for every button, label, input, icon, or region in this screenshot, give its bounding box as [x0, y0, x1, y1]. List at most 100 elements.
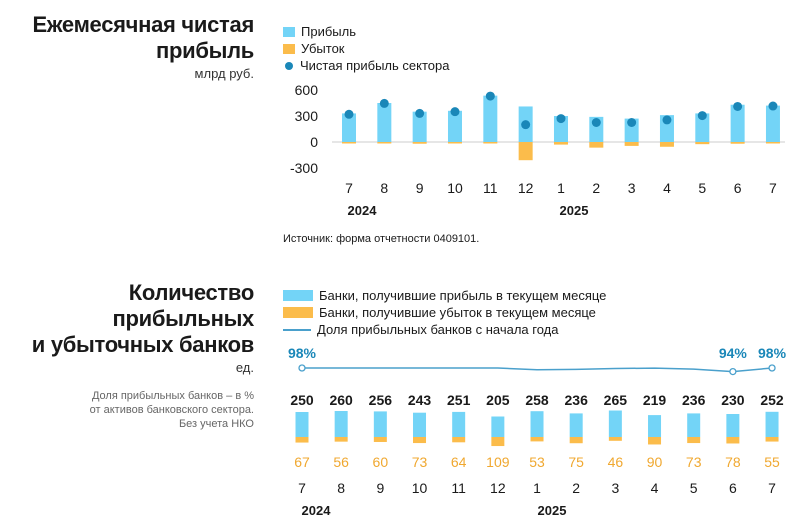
loss-bar — [624, 142, 639, 146]
loss-bar — [412, 142, 427, 144]
month-label: 3 — [611, 480, 619, 496]
profit-banks-bar — [765, 411, 779, 437]
profit-banks-value: 243 — [408, 392, 432, 408]
month-label: 4 — [663, 180, 671, 196]
y-tick-label: -300 — [290, 160, 318, 176]
loss-banks-bar — [530, 437, 544, 442]
net-profit-dot — [627, 118, 637, 127]
source-note: Источник: форма отчетности 0409101. — [283, 233, 480, 245]
profit-banks-value: 265 — [604, 392, 628, 408]
loss-banks-bar — [687, 437, 701, 444]
profit-banks-bar — [373, 411, 387, 437]
month-label: 5 — [690, 480, 698, 496]
share-line-icon — [283, 328, 311, 331]
loss-bar — [377, 142, 392, 144]
bottom-unit-label: ед. — [235, 360, 254, 375]
loss-banks-bar — [765, 437, 779, 442]
bottom-note: Доля прибыльных банков – в % от активов … — [90, 389, 254, 431]
month-label: 2 — [572, 480, 580, 496]
loss-bar — [483, 142, 498, 144]
month-label: 7 — [769, 180, 777, 196]
profit-banks-value: 258 — [525, 392, 549, 408]
share-line — [302, 367, 773, 373]
loss-banks-value: 78 — [725, 454, 741, 470]
net-profit-dot — [485, 91, 495, 101]
profit-banks-bar — [413, 412, 427, 437]
loss-bar — [447, 142, 462, 144]
loss-banks-bar — [726, 437, 740, 444]
year-label: 2024 — [348, 203, 378, 218]
loss-banks-value: 56 — [333, 454, 349, 470]
loss-banks-value: 73 — [686, 454, 702, 470]
profit-banks-bar — [726, 414, 740, 437]
loss-bar — [730, 142, 745, 144]
loss-banks-value: 64 — [451, 454, 467, 470]
loss-banks-value: 73 — [412, 454, 428, 470]
profit-banks-bar — [608, 410, 622, 437]
legend-item-loss-banks: Банки, получившие убыток в текущем месяц… — [283, 304, 606, 321]
month-label: 11 — [451, 480, 466, 496]
profit-bar — [377, 103, 392, 142]
profit-banks-value: 260 — [329, 392, 353, 408]
loss-banks-bar — [452, 437, 466, 443]
loss-banks-value: 53 — [529, 454, 545, 470]
profit-banks-bar — [687, 413, 701, 437]
bottom-title-line1: Количество — [128, 280, 255, 305]
profit-bar — [447, 110, 462, 142]
profit-banks-bar — [452, 411, 466, 437]
legend-label-loss: Убыток — [301, 41, 345, 56]
month-label: 1 — [557, 180, 565, 196]
net-profit-dot — [415, 108, 425, 118]
top-legend: Прибыль Убыток Чистая прибыль сектора — [283, 23, 449, 74]
loss-banks-bar — [608, 437, 622, 441]
month-label: 6 — [734, 180, 742, 196]
bottom-title-line3: и убыточных банков — [31, 332, 255, 357]
legend-item-share: Доля прибыльных банков с начала года — [283, 321, 606, 338]
year-label: 2024 — [302, 503, 332, 518]
profit-banks-bar — [334, 411, 348, 437]
share-marker — [298, 364, 306, 372]
loss-banks-bar — [648, 437, 662, 445]
year-label: 2025 — [560, 203, 589, 218]
legend-item-profit-banks: Банки, получившие прибыль в текущем меся… — [283, 287, 606, 304]
month-label: 11 — [483, 180, 498, 196]
y-tick-label: 300 — [295, 108, 319, 124]
loss-bar — [659, 142, 674, 147]
net-profit-dot — [697, 111, 707, 121]
profit-banks-value: 230 — [721, 392, 745, 408]
loss-banks-bar — [295, 437, 309, 443]
month-label: 8 — [380, 180, 388, 196]
month-label: 2 — [592, 180, 600, 196]
share-marker — [768, 364, 776, 372]
y-tick-label: 0 — [310, 134, 318, 150]
month-label: 3 — [628, 180, 636, 196]
profit-banks-value: 250 — [290, 392, 314, 408]
top-chart-title: Ежемесячная чистая прибыль — [32, 12, 255, 64]
year-label: 2025 — [538, 503, 567, 518]
legend-item-loss: Убыток — [283, 40, 449, 57]
legend-label-profit-banks: Банки, получившие прибыль в текущем меся… — [319, 288, 607, 303]
month-label: 8 — [337, 480, 345, 496]
net-profit-dot — [344, 109, 354, 119]
net-profit-dot — [450, 107, 460, 117]
loss-bar — [553, 142, 568, 145]
profit-banks-value: 256 — [369, 392, 393, 408]
legend-label-profit: Прибыль — [301, 24, 356, 39]
top-title-line2: прибыль — [155, 38, 254, 63]
bottom-title-line2: прибыльных — [112, 306, 255, 331]
loss-bar — [695, 142, 710, 145]
profit-bar — [342, 113, 356, 142]
profit-bar — [695, 113, 710, 142]
net-profit-dot — [768, 101, 778, 111]
share-label: 94% — [719, 345, 748, 361]
loss-banks-swatch-icon — [283, 307, 313, 318]
loss-swatch-icon — [283, 43, 295, 54]
profit-banks-value: 236 — [565, 392, 589, 408]
loss-banks-bar — [569, 437, 583, 444]
loss-banks-value: 109 — [486, 454, 510, 470]
legend-label-net: Чистая прибыль сектора — [300, 58, 450, 73]
profit-banks-bar — [569, 413, 583, 437]
top-title-line1: Ежемесячная чистая — [32, 12, 255, 37]
loss-banks-bar — [491, 437, 505, 447]
